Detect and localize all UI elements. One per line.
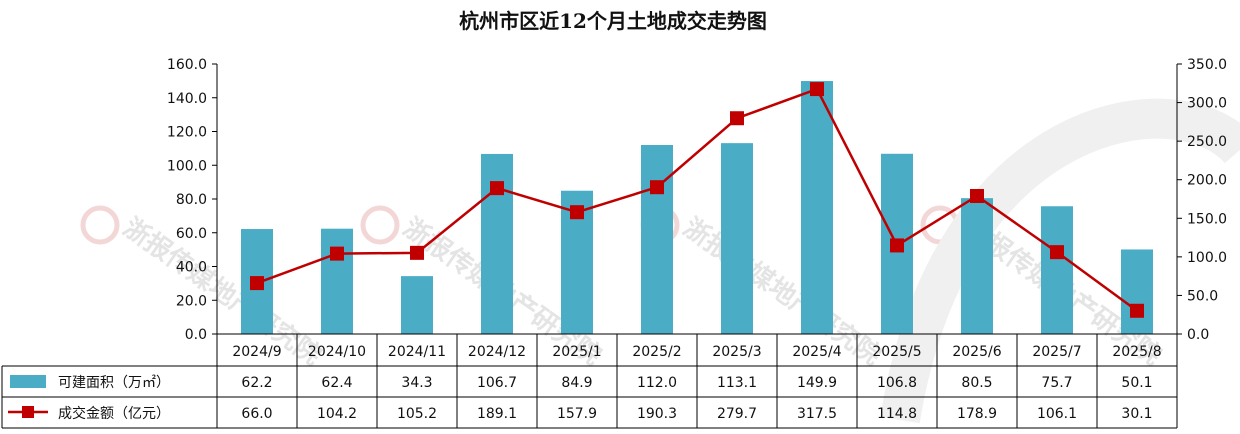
x-tick-label: 2025/2 [632,344,681,360]
line-value-label: 105.2 [397,406,437,422]
left-tick-label: 120.0 [167,125,207,141]
line-point-2025/7 [1050,245,1064,260]
line-value-label: 190.3 [637,406,677,422]
bar-2024/11 [401,276,433,334]
line-value-label: 157.9 [557,406,597,422]
left-tick-label: 0.0 [185,327,207,343]
line-value-label: 66.0 [241,406,272,422]
right-tick-label: 50.0 [1187,288,1218,304]
x-tick-label: 2025/1 [552,344,601,360]
right-tick-label: 200.0 [1187,173,1227,189]
bar-2025/2 [641,145,673,334]
bar-2025/4 [801,81,833,334]
x-tick-label: 2025/4 [792,344,841,360]
line-point-2025/4 [810,82,824,97]
watermark-swoosh [880,98,1240,424]
line-point-2025/5 [890,238,904,253]
x-tick-label: 2024/9 [232,344,281,360]
amount-line-series [250,82,1144,318]
x-tick-label: 2024/12 [468,344,526,360]
bar-2024/12 [481,153,513,334]
bar-value-label: 62.2 [241,375,272,391]
chart-title: 杭州市区近12个月土地成交走势图 [459,9,767,33]
watermark-text: 浙报传媒地产研究院 [677,212,886,372]
x-tick-label: 2024/11 [388,344,446,360]
right-tick-label: 150.0 [1187,211,1227,227]
amount-line [256,87,1138,312]
bar-value-label: 50.1 [1121,375,1152,391]
bar-value-label: 113.1 [717,375,757,391]
x-tick-label: 2024/10 [308,344,366,360]
bar-2024/10 [321,228,353,334]
bar-value-label: 34.3 [401,375,432,391]
line-value-label: 317.5 [797,406,837,422]
line-point-2025/6 [970,188,984,203]
watermark-logo-icon [80,205,120,245]
right-tick-label: 0.0 [1187,327,1209,343]
line-point-2025/8 [1130,303,1144,318]
x-tick-label: 2025/6 [952,344,1001,360]
x-tick-label: 2025/8 [1112,344,1161,360]
line-value-label: 104.2 [317,406,357,422]
bar-2025/6 [961,198,993,334]
line-point-2024/9 [250,276,264,291]
bar-value-label: 62.4 [321,375,352,391]
right-tick-label: 100.0 [1187,250,1227,266]
x-tick-label: 2025/3 [712,344,761,360]
bar-2025/3 [721,143,753,334]
axes: 0.0 20.0 40.0 60.0 80.0 100.0 120.0 140.0 160.0 0… [167,57,1227,343]
bar-value-label: 75.7 [1041,375,1072,391]
line-point-2025/2 [650,180,664,195]
line-value-label: 114.8 [877,406,917,422]
left-tick-label: 60.0 [176,226,207,242]
bar-value-label: 80.5 [961,375,992,391]
line-point-2025/3 [730,111,744,126]
bar-value-label: 149.9 [797,375,837,391]
watermark-logo-icon [360,205,400,245]
bar-2025/7 [1041,206,1073,334]
left-tick-label: 80.0 [176,192,207,208]
legend-line-marker [22,406,34,418]
data-table: 2024/9 2024/10 2024/11 2024/12 2025/1 2025/2 2… [1,333,1178,429]
right-tick-label: 300.0 [1187,96,1227,112]
x-tick-label: 2025/5 [872,344,921,360]
line-point-2024/11 [410,245,424,260]
line-value-label: 178.9 [957,406,997,422]
line-point-2025/1 [570,205,584,220]
line-value-label: 106.1 [1037,406,1077,422]
area-bar-series [241,81,1153,334]
left-tick-label: 100.0 [167,158,207,174]
right-tick-label: 250.0 [1187,134,1227,150]
line-point-2024/12 [490,181,504,196]
line-point-2024/10 [330,246,344,261]
legend-line-label: 成交金额（亿元） [58,405,170,422]
left-tick-label: 160.0 [167,57,207,73]
legend-bar-label: 可建面积（万㎡） [58,375,170,391]
bar-value-label: 112.0 [637,375,677,391]
bar-2025/8 [1121,249,1153,334]
left-tick-label: 140.0 [167,91,207,107]
line-value-label: 279.7 [717,406,757,422]
bar-value-label: 84.9 [561,375,592,391]
x-tick-label: 2025/7 [1032,344,1081,360]
right-tick-label: 350.0 [1187,57,1227,73]
left-tick-label: 20.0 [176,293,207,309]
bar-value-label: 106.8 [877,375,917,391]
watermark-text: 浙报传媒地产研究院 [117,212,326,372]
line-value-label: 30.1 [1121,406,1152,422]
bar-value-label: 106.7 [477,375,517,391]
line-value-label: 189.1 [477,406,517,422]
left-tick-label: 40.0 [176,260,207,276]
legend-bar-swatch [10,375,46,388]
